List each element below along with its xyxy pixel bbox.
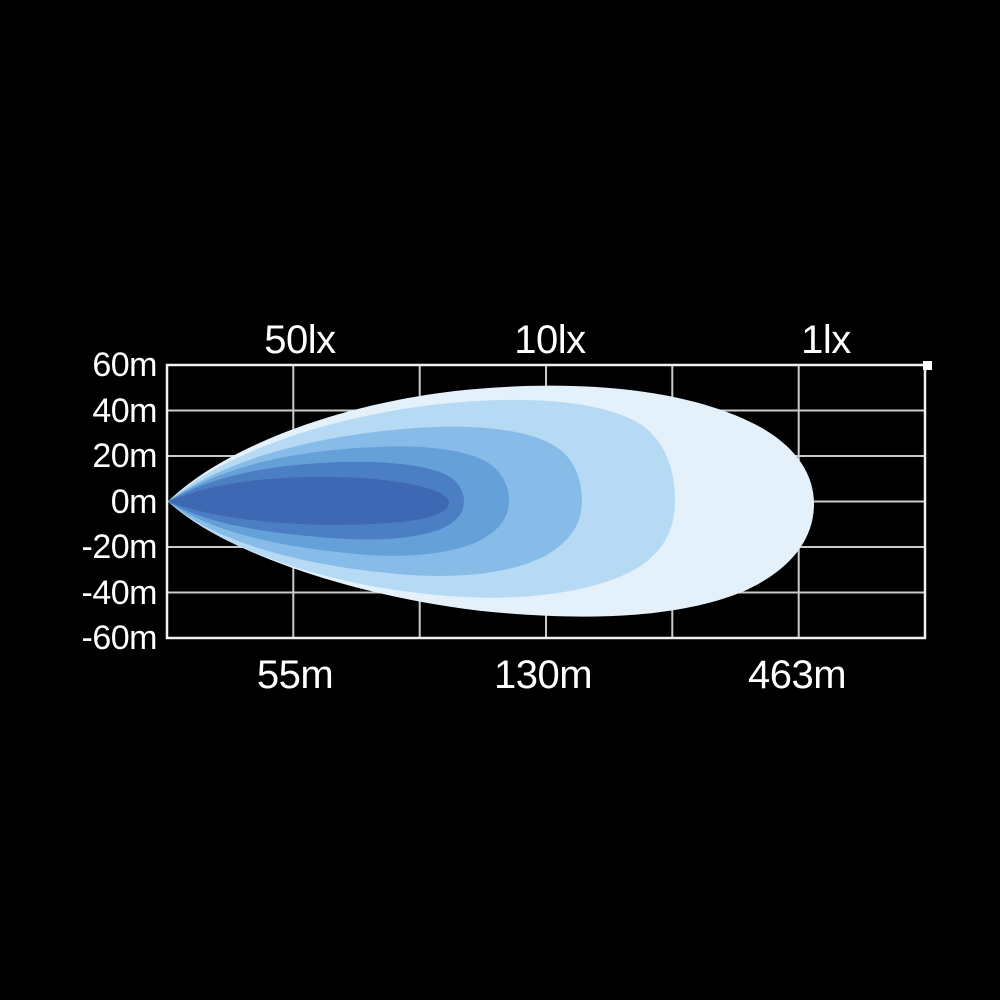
y-tick-neg60m: -60m	[81, 619, 158, 657]
y-tick-0m: 0m	[110, 482, 158, 521]
grid-corner-cap	[923, 361, 932, 370]
x-tick-463m: 463m	[747, 653, 847, 697]
y-tick-neg40m: -40m	[81, 573, 158, 612]
y-tick-60m: 60m	[92, 346, 157, 384]
y-tick-20m: 20m	[92, 437, 157, 475]
y-tick-neg20m: -20m	[81, 528, 158, 566]
beam-contour-6-core	[168, 476, 449, 525]
y-tick-40m: 40m	[92, 391, 157, 430]
beam-contours	[168, 385, 814, 617]
top-tick-10lx: 10lx	[514, 318, 586, 362]
x-tick-130m: 130m	[493, 653, 593, 697]
grid-border	[165, 363, 927, 640]
top-tick-1lx: 1lx	[801, 318, 851, 362]
x-tick-55m: 55m	[256, 653, 334, 697]
top-tick-50lx: 50lx	[264, 318, 336, 362]
